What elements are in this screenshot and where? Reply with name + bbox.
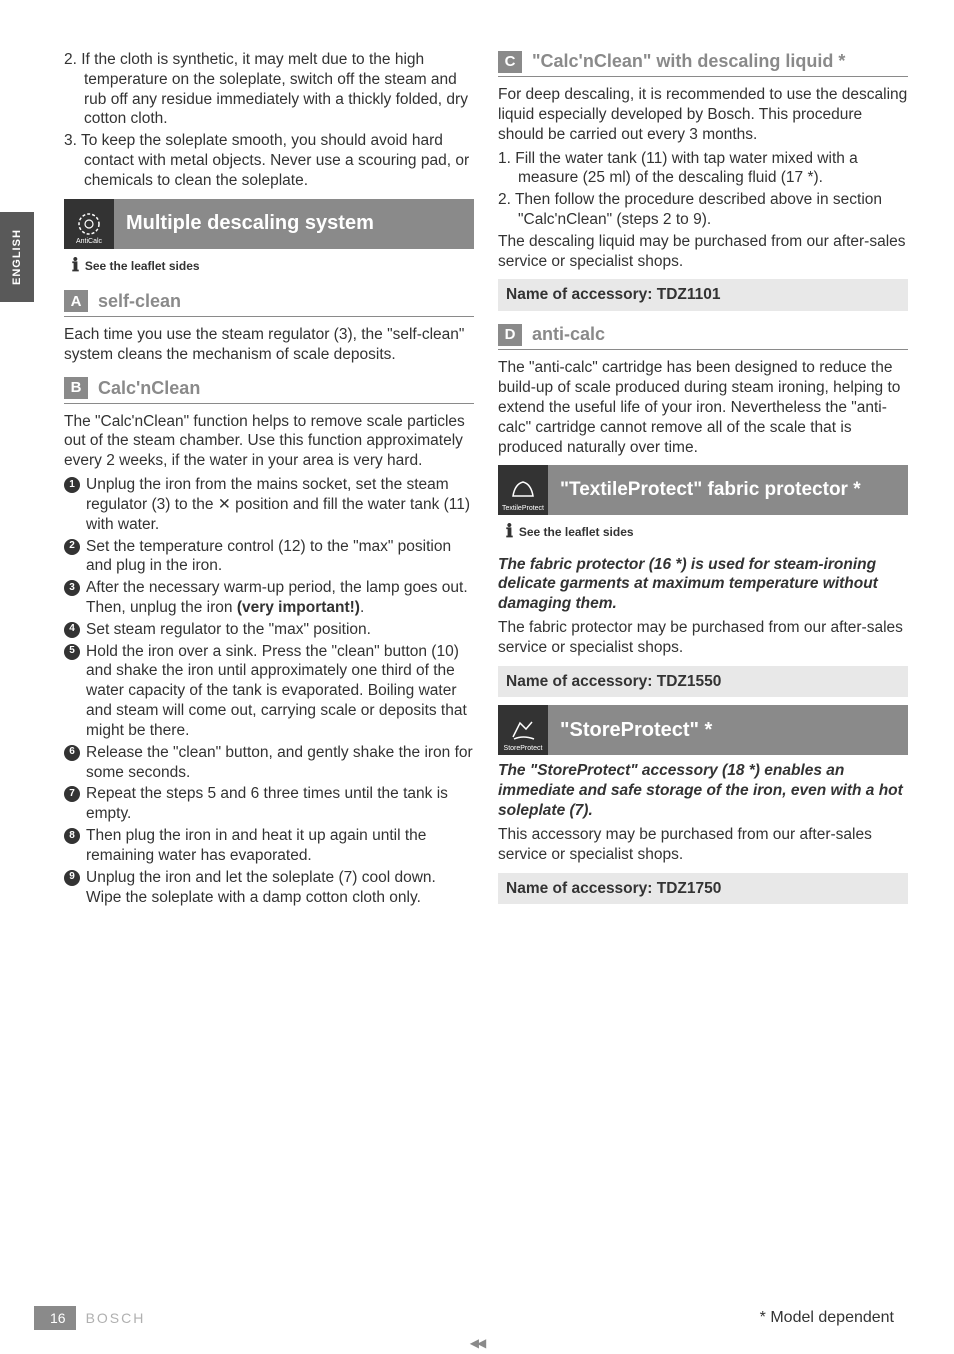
top-numbered-list: 2. If the cloth is synthetic, it may mel… [64, 50, 474, 191]
accessory-name-bar: Name of accessory: TDZ1750 [498, 873, 908, 905]
page-content: 2. If the cloth is synthetic, it may mel… [64, 50, 908, 912]
step-text: Unplug the iron and let the soleplate (7… [86, 868, 474, 908]
list-item: 8 Then plug the iron in and heat it up ag… [64, 826, 474, 866]
step-number-icon: 8 [64, 828, 80, 844]
step-text: Repeat the steps 5 and 6 three times unt… [86, 784, 474, 824]
body-text: The fabric protector may be purchased fr… [498, 618, 908, 658]
section-title: "TextileProtect" fabric protector * [548, 480, 861, 501]
section-title: "StoreProtect" * [548, 718, 712, 744]
sub-letter: B [64, 377, 88, 399]
nav-arrows-icon: ◀◀ [470, 1336, 484, 1350]
list-item: 2 Set the temperature control (12) to the… [64, 537, 474, 577]
sub-title: self-clean [98, 290, 181, 313]
sub-letter: C [498, 51, 522, 73]
subheading-d: D anti-calc [498, 323, 908, 350]
circled-step-list: 1 Unplug the iron from the mains socket, … [64, 475, 474, 907]
numbered-list: 1. Fill the water tank (11) with tap wat… [498, 149, 908, 230]
step-number-icon: 6 [64, 745, 80, 761]
leaflet-text: See the leaflet sides [519, 525, 634, 540]
page-footer: 16 BOSCH * Model dependent [0, 1306, 954, 1330]
subheading-a: A self-clean [64, 290, 474, 317]
body-text: This accessory may be purchased from our… [498, 825, 908, 865]
list-item: 6 Release the "clean" button, and gently … [64, 743, 474, 783]
step-number-icon: 7 [64, 786, 80, 802]
list-item: 4 Set steam regulator to the "max" positi… [64, 620, 474, 640]
subheading-c: C "Calc'nClean" with descaling liquid * [498, 50, 908, 77]
list-item: 1 Unplug the iron from the mains socket, … [64, 475, 474, 534]
body-text: The descaling liquid may be purchased fr… [498, 232, 908, 272]
step-text: Release the "clean" button, and gently s… [86, 743, 474, 783]
list-item: 5 Hold the iron over a sink. Press the "c… [64, 642, 474, 741]
bold-italic-text: The fabric protector (16 *) is used for … [498, 555, 908, 614]
section-title: Multiple descaling system [114, 211, 374, 237]
step-number-icon: 4 [64, 622, 80, 638]
accessory-name-bar: Name of accessory: TDZ1550 [498, 666, 908, 698]
step-text: Then plug the iron in and heat it up aga… [86, 826, 474, 866]
leaflet-note: ℹ See the leaflet sides [72, 255, 474, 278]
list-item: 2. Then follow the procedure described a… [498, 190, 908, 230]
step-text: Set the temperature control (12) to the … [86, 537, 474, 577]
list-item: 7 Repeat the steps 5 and 6 three times un… [64, 784, 474, 824]
step-text: Set steam regulator to the "max" positio… [86, 620, 474, 640]
icon-label: StoreProtect [504, 745, 543, 754]
icon-label: TextileProtect [502, 505, 544, 514]
body-text: For deep descaling, it is recommended to… [498, 85, 908, 144]
icon-label: AntiCalc [76, 238, 102, 247]
section-heading-textile: TextileProtect "TextileProtect" fabric p… [498, 465, 908, 515]
step-text: Hold the iron over a sink. Press the "cl… [86, 642, 474, 741]
language-tab: ENGLISH [0, 212, 34, 302]
step-text: After the necessary warm-up period, the … [86, 578, 474, 618]
sub-title: anti-calc [532, 323, 605, 346]
accessory-name-bar: Name of accessory: TDZ1101 [498, 279, 908, 311]
list-item: 1. Fill the water tank (11) with tap wat… [498, 149, 908, 189]
leaflet-text: See the leaflet sides [85, 259, 200, 274]
section-heading-store: StoreProtect "StoreProtect" * [498, 705, 908, 755]
step-number-icon: 9 [64, 870, 80, 886]
brand-logo: BOSCH [86, 1310, 146, 1326]
storeprotect-icon: StoreProtect [498, 705, 548, 755]
sub-title: "Calc'nClean" with descaling liquid * [532, 50, 845, 73]
list-item: 3 After the necessary warm-up period, the… [64, 578, 474, 618]
leaflet-icon: ℹ [506, 520, 513, 543]
step-number-icon: 5 [64, 644, 80, 660]
textileprotect-icon: TextileProtect [498, 465, 548, 515]
step-text: Unplug the iron from the mains socket, s… [86, 475, 474, 534]
step-number-icon: 1 [64, 477, 80, 493]
left-column: 2. If the cloth is synthetic, it may mel… [64, 50, 474, 912]
list-item: 9 Unplug the iron and let the soleplate (… [64, 868, 474, 908]
sub-title: Calc'nClean [98, 377, 200, 400]
model-dependent-note: * Model dependent [760, 1309, 894, 1327]
body-text: The "Calc'nClean" function helps to remo… [64, 412, 474, 471]
right-column: C "Calc'nClean" with descaling liquid * … [498, 50, 908, 912]
step-number-icon: 2 [64, 539, 80, 555]
body-text: Each time you use the steam regulator (3… [64, 325, 474, 365]
section-heading-descaling: AntiCalc Multiple descaling system [64, 199, 474, 249]
bold-italic-text: The "StoreProtect" accessory (18 *) enab… [498, 761, 908, 820]
sub-letter: A [64, 290, 88, 312]
sub-letter: D [498, 324, 522, 346]
subheading-b: B Calc'nClean [64, 377, 474, 404]
leaflet-icon: ℹ [72, 254, 79, 277]
body-text: The "anti-calc" cartridge has been desig… [498, 358, 908, 457]
page-number: 16 [34, 1306, 76, 1330]
anticalc-icon: AntiCalc [64, 199, 114, 249]
list-item: 3. To keep the soleplate smooth, you sho… [64, 131, 474, 190]
list-item: 2. If the cloth is synthetic, it may mel… [64, 50, 474, 129]
step-number-icon: 3 [64, 580, 80, 596]
leaflet-note: ℹ See the leaflet sides [506, 521, 908, 544]
